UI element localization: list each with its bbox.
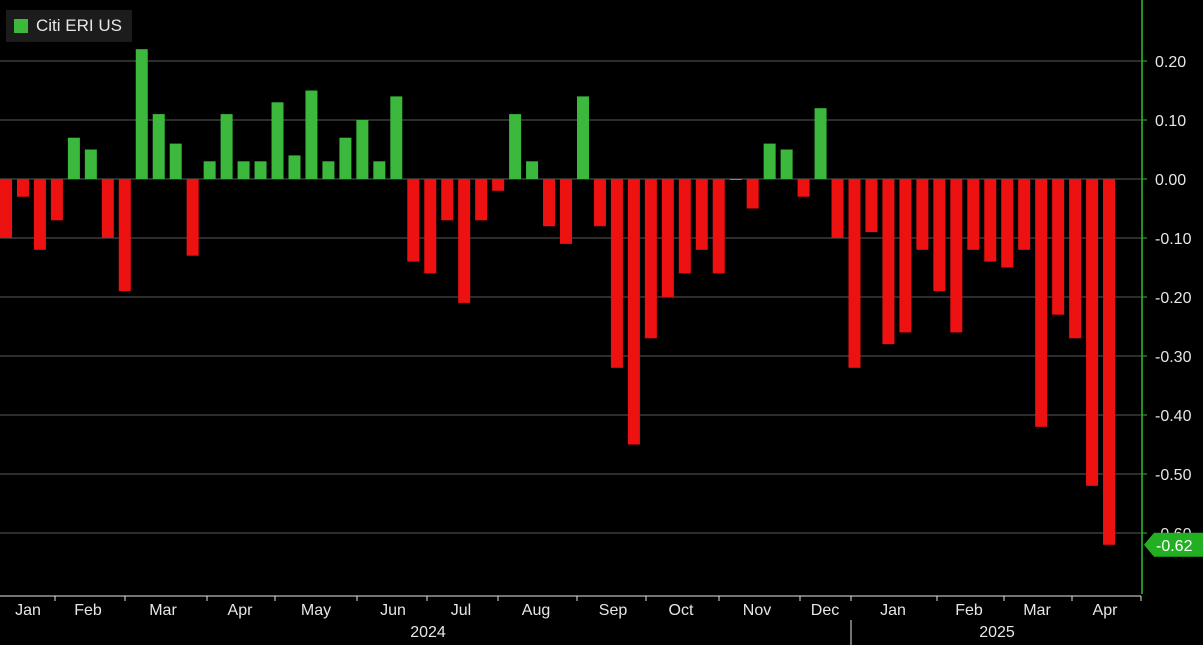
legend: Citi ERI US [6, 10, 132, 42]
bar [33, 179, 46, 250]
bar [763, 143, 776, 179]
y-tick-label: -0.40 [1155, 408, 1192, 425]
bar [797, 179, 810, 197]
bar [576, 96, 589, 179]
bar [254, 161, 267, 179]
bar [407, 179, 420, 262]
x-month-label: Apr [228, 602, 254, 619]
bar [899, 179, 912, 333]
y-tick-label: -0.50 [1155, 467, 1192, 484]
bar [509, 114, 522, 179]
last-value-tag [1144, 532, 1203, 557]
bar [1086, 179, 1099, 486]
bar [186, 179, 199, 256]
bar [152, 114, 165, 179]
bar [203, 161, 216, 179]
bar [458, 179, 471, 303]
bar [492, 179, 505, 191]
bar [882, 179, 895, 345]
x-year-label: 2025 [979, 624, 1015, 641]
x-month-label: May [301, 602, 331, 619]
bar [373, 161, 386, 179]
bar [84, 149, 97, 179]
x-month-label: Jun [380, 602, 406, 619]
bar [322, 161, 335, 179]
bar [814, 108, 827, 179]
x-month-label: Oct [669, 602, 694, 619]
y-tick-label: 0.20 [1155, 54, 1186, 71]
bar [916, 179, 929, 250]
bar [288, 155, 301, 179]
bar [848, 179, 861, 368]
y-tick-label: 0.10 [1155, 113, 1186, 130]
bar [305, 90, 318, 179]
bar [967, 179, 980, 250]
bar [746, 179, 759, 209]
bar [1103, 179, 1116, 545]
bar [526, 161, 539, 179]
legend-label: Citi ERI US [36, 16, 122, 35]
bar [475, 179, 488, 221]
bar [390, 96, 403, 179]
bar [118, 179, 131, 292]
bar [424, 179, 437, 274]
bar [339, 137, 352, 179]
bar [610, 179, 623, 368]
bar [237, 161, 250, 179]
x-month-label: Jul [451, 602, 471, 619]
bar [865, 179, 878, 233]
bar [661, 179, 674, 297]
bar [1035, 179, 1048, 427]
x-month-label: Nov [743, 602, 771, 619]
bar [1052, 179, 1065, 315]
bar [50, 179, 63, 221]
x-month-label: Apr [1093, 602, 1119, 619]
bar [169, 143, 182, 179]
bar [678, 179, 691, 274]
x-month-label: Dec [811, 602, 839, 619]
y-tick-label: -0.10 [1155, 231, 1192, 248]
bar [441, 179, 454, 221]
bar [271, 102, 284, 179]
bar [0, 179, 12, 238]
bar [695, 179, 708, 250]
y-tick-label: -0.20 [1155, 290, 1192, 307]
x-month-label: Feb [74, 602, 102, 619]
bar [627, 179, 640, 445]
bar [220, 114, 233, 179]
last-value-label: -0.62 [1156, 538, 1193, 555]
legend-swatch [14, 19, 28, 33]
bar [1001, 179, 1014, 268]
bar [780, 149, 793, 179]
bar [543, 179, 556, 227]
x-month-label: Mar [149, 602, 177, 619]
bar [67, 137, 80, 179]
x-month-label: Mar [1023, 602, 1051, 619]
bar [950, 179, 963, 333]
x-month-label: Aug [522, 602, 550, 619]
y-tick-label: 0.00 [1155, 172, 1186, 189]
bar [16, 179, 29, 197]
bar [560, 179, 573, 244]
bar [831, 179, 844, 238]
bar [712, 179, 725, 274]
y-tick-label: -0.30 [1155, 349, 1192, 366]
bar [101, 179, 114, 238]
bar [356, 120, 369, 179]
bar [729, 179, 742, 180]
bar [593, 179, 606, 227]
x-year-label: 2024 [410, 624, 446, 641]
x-month-label: Jan [880, 602, 906, 619]
x-month-label: Jan [15, 602, 41, 619]
bar [1018, 179, 1031, 250]
bar [1069, 179, 1082, 339]
x-month-label: Feb [955, 602, 983, 619]
bar [933, 179, 946, 292]
bar [644, 179, 657, 339]
x-month-label: Sep [599, 602, 628, 619]
bar [984, 179, 997, 262]
bar [135, 49, 148, 180]
